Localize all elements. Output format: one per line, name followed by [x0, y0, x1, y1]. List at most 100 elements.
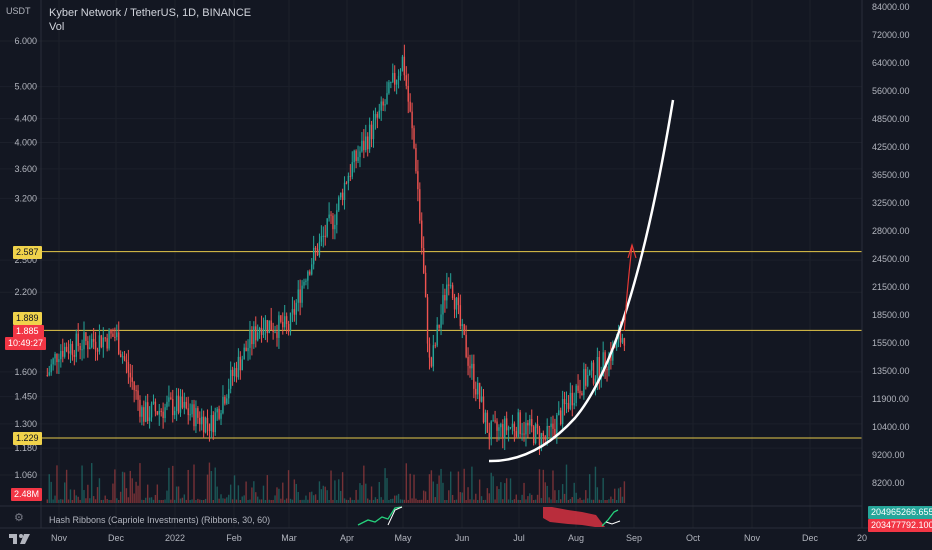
volume-bar: [218, 498, 220, 503]
volume-bar: [413, 474, 415, 503]
candle-body: [145, 402, 147, 422]
candle-body: [349, 175, 352, 177]
volume-bar: [137, 485, 139, 503]
candle-body: [550, 423, 552, 428]
candle-body: [399, 71, 402, 77]
candle-body: [185, 401, 187, 409]
candle-body: [52, 358, 54, 365]
tradingview-logo-icon[interactable]: [8, 532, 32, 546]
candle-body: [222, 396, 224, 414]
horizontal-levels[interactable]: [41, 251, 862, 439]
currency-unit-label: USDT: [6, 6, 31, 16]
candle-body: [347, 175, 350, 183]
symbol-title[interactable]: Kyber Network / TetherUS, 1D, BINANCE: [49, 7, 252, 19]
candle-body: [444, 295, 446, 301]
candle-body: [498, 427, 500, 431]
volume-bar: [330, 470, 332, 503]
volume-bar: [299, 499, 301, 503]
volume-bar: [336, 499, 338, 503]
gear-icon[interactable]: ⚙: [14, 512, 24, 524]
candle-body: [579, 390, 581, 394]
time-axis-label: Aug: [568, 533, 584, 543]
candle-body: [504, 418, 506, 439]
candle-body: [490, 421, 492, 440]
left-price-axis[interactable]: 6.000 5.000 4.400 4.000 3.600 3.200 2.500 2.200…: [14, 0, 42, 528]
volume-bar: [91, 463, 93, 503]
volume-bar: [282, 482, 284, 503]
candle-body: [181, 396, 184, 408]
volume-bar: [573, 482, 575, 503]
hash-value-b-badge: 203477792.100: [868, 519, 932, 532]
candle-body: [245, 347, 247, 352]
candle-body: [139, 399, 141, 417]
candle-body: [96, 349, 99, 352]
volume-bar: [243, 495, 245, 503]
right-axis-tick-label: 64000.00: [872, 58, 910, 68]
candle-body: [585, 369, 587, 386]
candle-body: [417, 171, 419, 190]
volume-legend[interactable]: Vol: [49, 21, 65, 33]
right-price-axis[interactable]: 84000.00 72000.00 64000.00 56000.00 48500.00…: [861, 0, 910, 528]
volume-bar: [436, 483, 438, 503]
candle-body: [258, 327, 261, 333]
volume-bar: [224, 498, 226, 503]
volume-bar: [148, 497, 151, 503]
time-axis-label: Mar: [281, 533, 297, 543]
volume-bar: [125, 488, 128, 503]
volume-bar: [384, 468, 386, 503]
candle-body: [148, 417, 151, 422]
candle-body: [378, 110, 380, 118]
candle-body: [357, 157, 359, 161]
candle-body: [62, 351, 64, 357]
candle-body: [289, 312, 292, 332]
volume-bar: [177, 486, 180, 503]
volume-bar: [382, 499, 384, 503]
candle-body: [175, 395, 178, 412]
candle-body: [179, 396, 182, 413]
volume-bar: [108, 500, 110, 503]
vertical-grid: [58, 0, 863, 528]
volume-bar: [440, 468, 442, 503]
candle-body: [318, 241, 321, 256]
volume-bar: [104, 495, 106, 503]
volume-bar: [320, 489, 323, 503]
candle-body: [212, 415, 214, 433]
volume-bar: [175, 486, 178, 503]
candle-body: [202, 416, 205, 433]
volume-bar: [523, 482, 525, 503]
volume-bar: [347, 500, 350, 503]
volume-bar: [56, 465, 58, 503]
volume-bar: [293, 479, 296, 503]
candle-body: [201, 416, 203, 425]
candle-body: [602, 352, 604, 377]
volume-bar: [505, 478, 508, 503]
candle-body: [395, 79, 398, 85]
volume-bar: [598, 499, 600, 503]
volume-bar: [583, 499, 585, 503]
volume-bar: [405, 463, 407, 503]
candle-body: [166, 401, 168, 408]
candle-body: [457, 297, 460, 306]
candle-body: [307, 271, 309, 281]
volume-bar: [550, 499, 552, 503]
volume-bar: [98, 478, 101, 503]
time-axis[interactable]: Nov Dec 2022 Feb Mar Apr May Jun Jul Aug Sep Oct Nov…: [0, 527, 932, 543]
candle-body: [507, 427, 510, 431]
right-axis-tick-label: 21500.00: [872, 282, 910, 292]
level-high-badge: 2.587: [13, 246, 42, 259]
right-axis-tick-label: 48500.00: [872, 114, 910, 124]
volume-bar: [71, 499, 74, 503]
volume-bar: [411, 498, 413, 503]
candle-body: [401, 56, 404, 72]
drawings[interactable]: [488, 99, 675, 463]
volume-bar: [615, 499, 618, 503]
volume-bar: [100, 499, 103, 503]
indicator-title[interactable]: Hash Ribbons (Capriole Investments) (Rib…: [49, 515, 271, 525]
volume-bar: [260, 499, 263, 503]
volume-bar: [588, 474, 591, 503]
candle-body: [135, 390, 137, 392]
volume-bar: [610, 496, 612, 503]
volume-bar: [118, 499, 120, 503]
volume-bar: [154, 494, 157, 503]
